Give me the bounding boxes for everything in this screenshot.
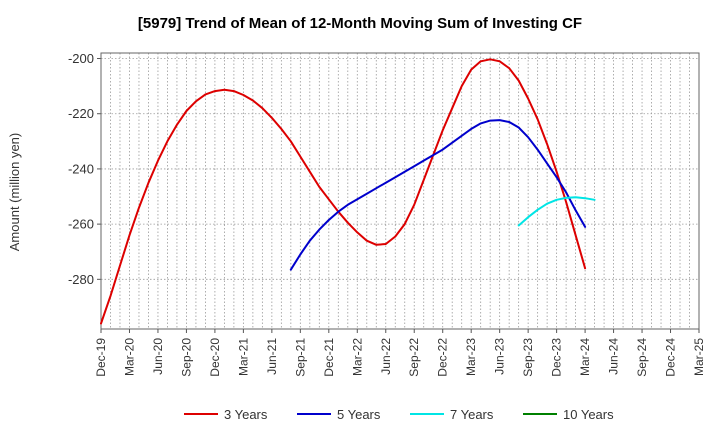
y-axis-label: Amount (million yen) xyxy=(7,133,22,252)
plot-background xyxy=(101,53,699,329)
chart-title: [5979] Trend of Mean of 12-Month Moving … xyxy=(138,15,582,32)
y-tick-label: -220 xyxy=(68,106,94,121)
x-tick-label: Dec-23 xyxy=(550,338,564,377)
plot-border xyxy=(100,52,700,330)
x-tick-label: Dec-21 xyxy=(322,338,336,377)
x-tick-label: Jun-22 xyxy=(379,338,393,375)
x-tick-label: Sep-23 xyxy=(521,338,535,377)
x-tick-label: Dec-19 xyxy=(94,338,108,377)
series-line-3-years xyxy=(100,58,587,325)
y-tick-label: -240 xyxy=(68,161,94,176)
x-tick-label: Jun-20 xyxy=(151,338,165,375)
x-tick-label: Sep-21 xyxy=(293,338,307,377)
series-line-5-years xyxy=(289,119,587,271)
plot-area: -200 -220 -240 -260 -280 Dec-19 Mar-20 Jun-20 Se… xyxy=(68,51,706,377)
y-tick-label: -200 xyxy=(68,51,94,66)
x-tick-label: Mar-24 xyxy=(578,338,592,376)
x-tick-label: Mar-23 xyxy=(464,338,478,376)
x-tick-label: Dec-24 xyxy=(664,338,678,377)
y-tick-label: -280 xyxy=(68,272,94,287)
x-tick-label: Sep-22 xyxy=(407,338,421,377)
legend-label-7-years: 7 Years xyxy=(450,407,494,422)
x-tick-label: Jun-24 xyxy=(607,338,621,375)
x-tick-label: Dec-20 xyxy=(208,338,222,377)
x-tick-label: Mar-25 xyxy=(692,338,706,376)
x-tick-label: Mar-22 xyxy=(350,338,364,376)
x-tick-label: Dec-22 xyxy=(436,338,450,377)
x-tick-label: Sep-20 xyxy=(179,338,193,377)
legend-label-10-years: 10 Years xyxy=(563,407,614,422)
x-tick-label: Sep-24 xyxy=(635,338,649,377)
x-tick-label: Jun-23 xyxy=(493,338,507,375)
legend-label-3-years: 3 Years xyxy=(224,407,268,422)
legend: 3 Years 5 Years 7 Years 10 Years xyxy=(184,407,614,422)
x-tick-label: Jun-21 xyxy=(265,338,279,375)
y-tick-label: -260 xyxy=(68,217,94,232)
x-tick-label: Mar-20 xyxy=(122,338,136,376)
x-tick-label: Mar-21 xyxy=(236,338,250,376)
legend-label-5-years: 5 Years xyxy=(337,407,381,422)
series-line-7-years xyxy=(517,196,596,227)
